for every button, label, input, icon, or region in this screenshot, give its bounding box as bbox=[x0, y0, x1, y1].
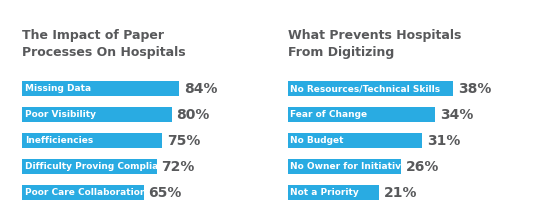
Text: 34%: 34% bbox=[440, 108, 474, 122]
Text: 80%: 80% bbox=[176, 108, 210, 122]
Text: Poor Care Collaboration: Poor Care Collaboration bbox=[25, 188, 147, 197]
FancyBboxPatch shape bbox=[288, 185, 379, 200]
Text: 84%: 84% bbox=[184, 82, 217, 96]
FancyBboxPatch shape bbox=[288, 107, 435, 122]
Text: 38%: 38% bbox=[458, 82, 491, 96]
Text: No Owner for Initiative: No Owner for Initiative bbox=[290, 162, 408, 171]
Text: 26%: 26% bbox=[405, 160, 439, 174]
FancyBboxPatch shape bbox=[288, 159, 400, 174]
Text: Missing Data: Missing Data bbox=[25, 84, 91, 93]
Text: No Budget: No Budget bbox=[290, 136, 344, 145]
FancyBboxPatch shape bbox=[22, 81, 179, 96]
FancyBboxPatch shape bbox=[22, 185, 144, 200]
FancyBboxPatch shape bbox=[22, 133, 163, 148]
FancyBboxPatch shape bbox=[288, 81, 453, 96]
FancyBboxPatch shape bbox=[288, 133, 422, 148]
Text: Inefficiencies: Inefficiencies bbox=[25, 136, 93, 145]
Text: What Prevents Hospitals
From Digitizing: What Prevents Hospitals From Digitizing bbox=[288, 29, 461, 59]
FancyBboxPatch shape bbox=[22, 107, 172, 122]
FancyBboxPatch shape bbox=[22, 159, 157, 174]
Text: Difficulty Proving Compliance: Difficulty Proving Compliance bbox=[25, 162, 176, 171]
Text: Fear of Change: Fear of Change bbox=[290, 110, 368, 119]
Text: No Resources/Technical Skills: No Resources/Technical Skills bbox=[290, 84, 441, 93]
Text: The Impact of Paper
Processes On Hospitals: The Impact of Paper Processes On Hospita… bbox=[22, 29, 186, 59]
Text: Not a Priority: Not a Priority bbox=[290, 188, 359, 197]
Text: 21%: 21% bbox=[384, 186, 418, 200]
Text: 72%: 72% bbox=[161, 160, 195, 174]
Text: Poor Visibility: Poor Visibility bbox=[25, 110, 96, 119]
Text: 65%: 65% bbox=[148, 186, 182, 200]
Text: 31%: 31% bbox=[427, 134, 461, 148]
Text: 75%: 75% bbox=[167, 134, 201, 148]
